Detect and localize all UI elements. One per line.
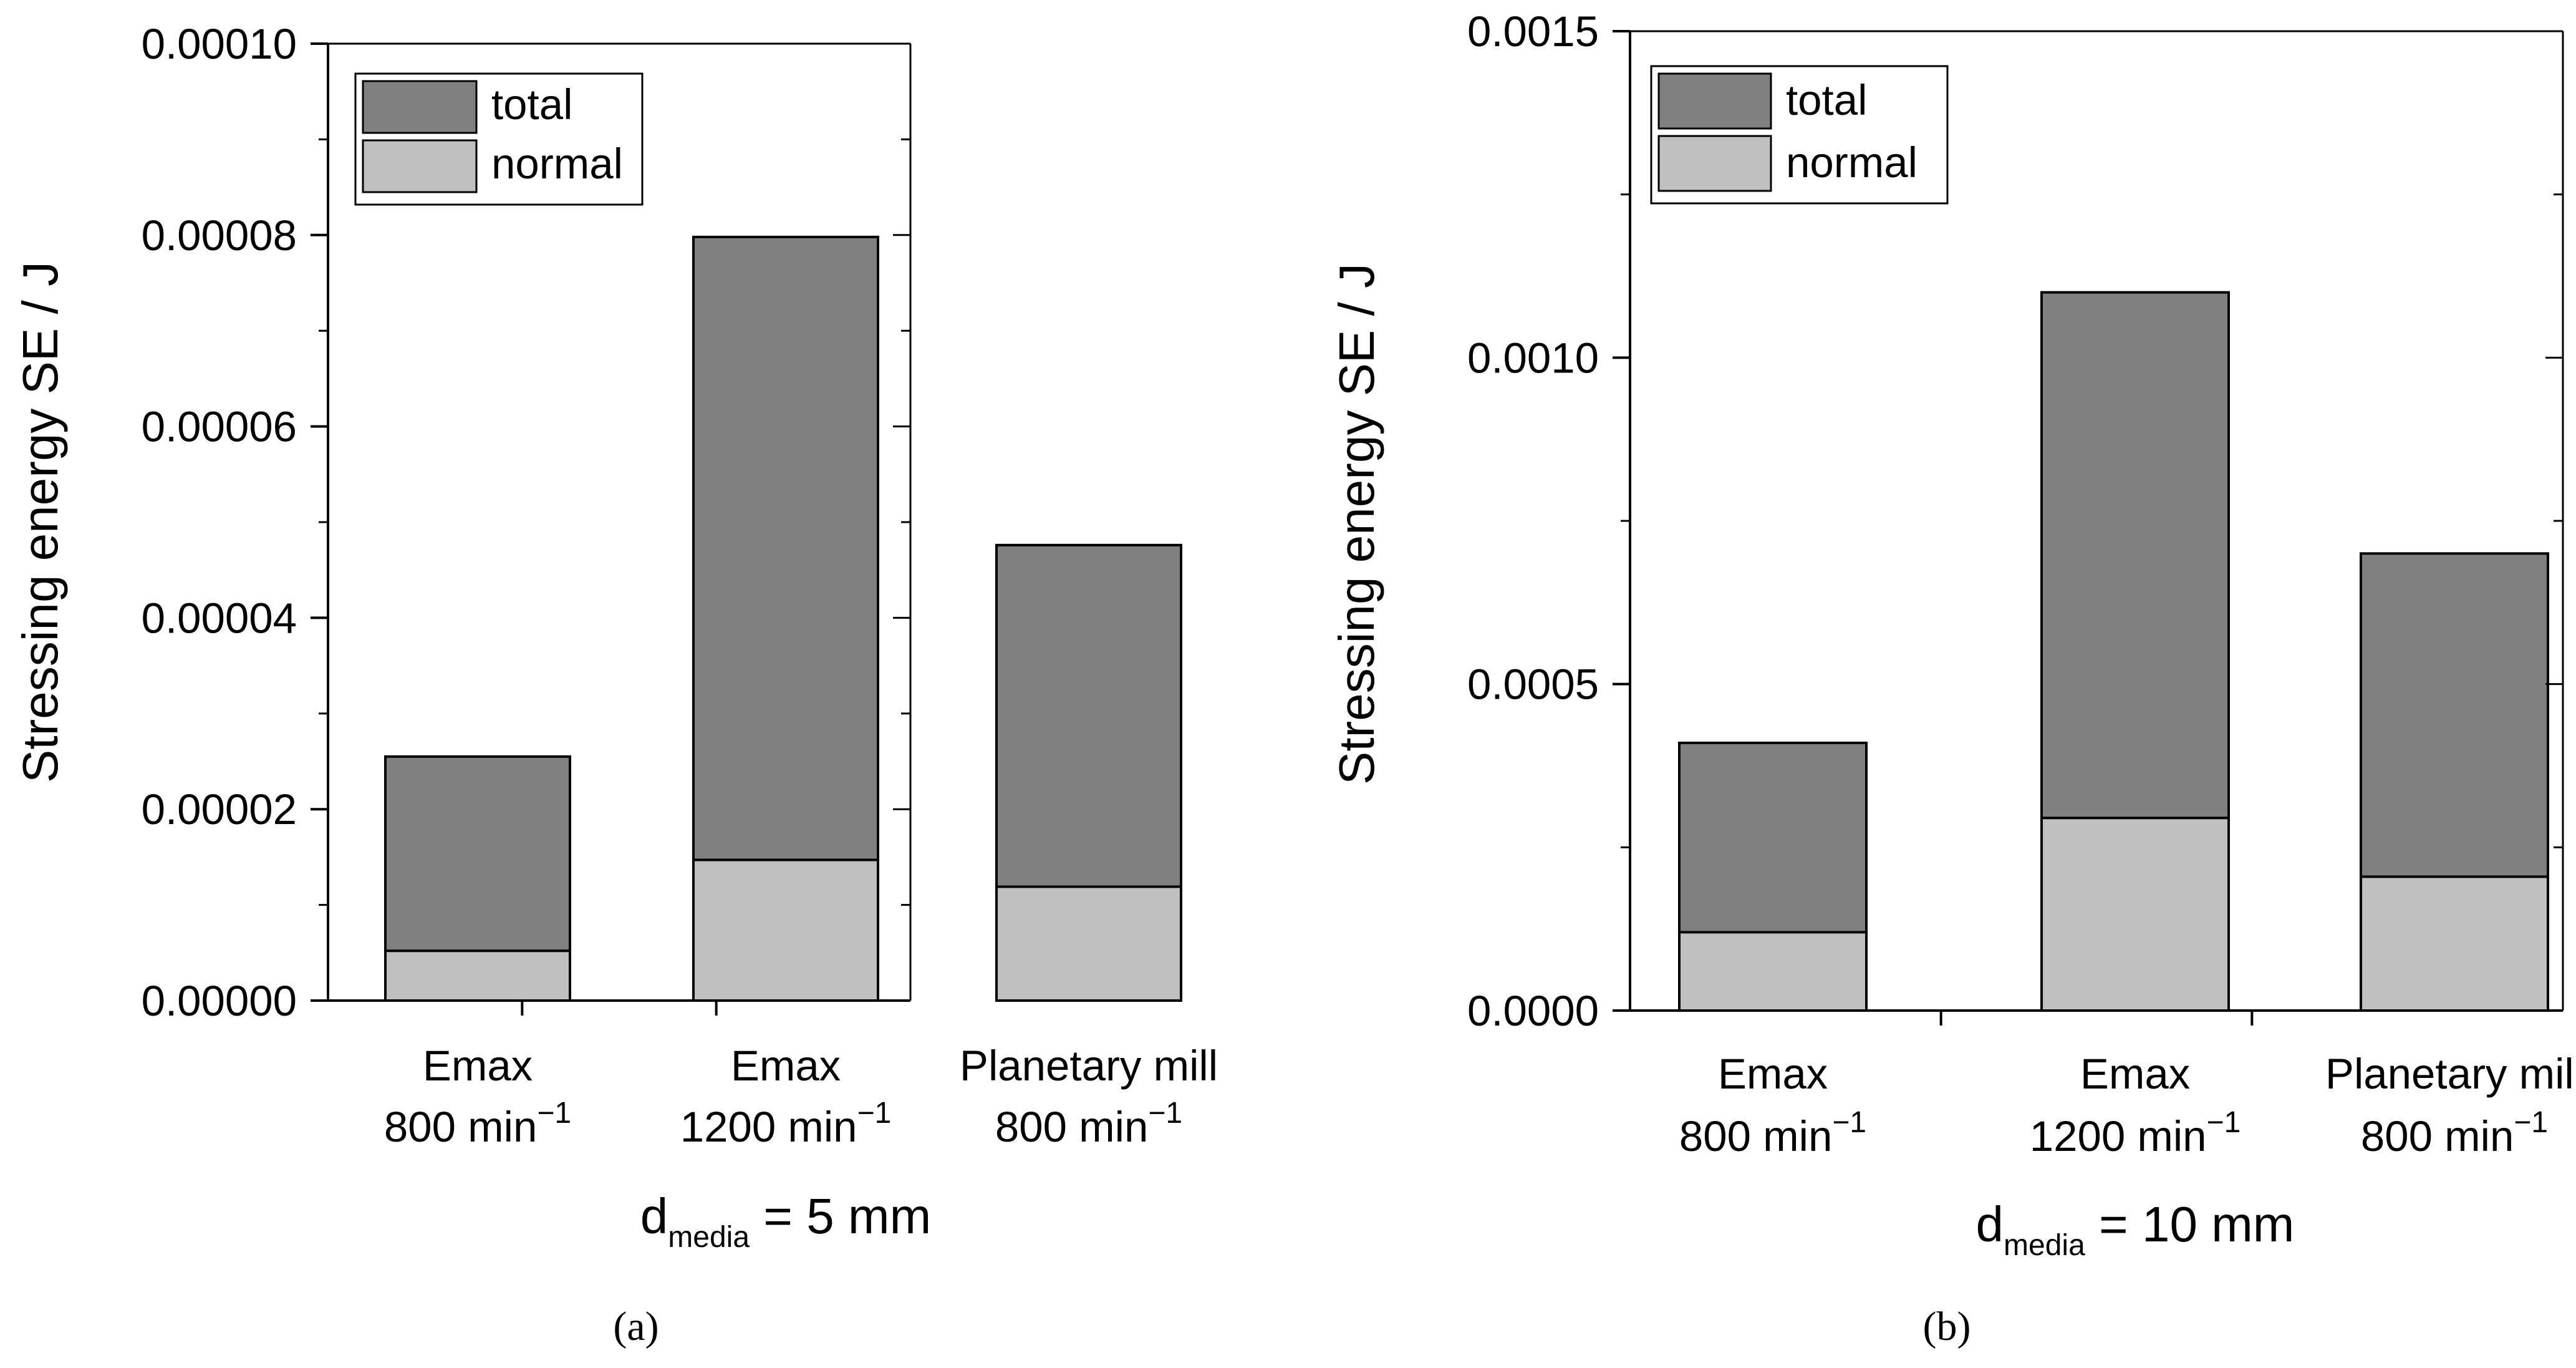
legend-swatch-total: [1657, 72, 1772, 130]
y-tick-label: 0.0000: [1467, 987, 1599, 1035]
x-axis-title: dmedia = 5 mm: [640, 1188, 931, 1254]
category-label-line2: 1200 min−1: [2030, 1106, 2241, 1160]
legend-swatch-total: [362, 80, 478, 134]
bar-normal-2: [692, 858, 879, 1002]
y-tick-label: 0.00010: [142, 20, 297, 68]
category-label-line1: Emax: [2080, 1050, 2190, 1098]
y-tick-label: 0.00002: [142, 785, 297, 833]
category-label-line2: 1200 min−1: [680, 1097, 892, 1151]
category-label-line2: 800 min−1: [384, 1097, 571, 1151]
x-axis-title-rest: = 5 mm: [750, 1188, 931, 1244]
bar-normal-2: [2040, 817, 2230, 1012]
panel-label: (b): [1923, 1304, 1971, 1349]
category-label-exponent: −1: [1148, 1097, 1182, 1130]
category-label-line2: 800 min−1: [2361, 1106, 2548, 1160]
legend-label-normal: normal: [491, 140, 623, 188]
legend-label-total: total: [491, 80, 572, 129]
category-label-line1: Emax: [731, 1042, 841, 1090]
y-axis-title: Stressing energy SE / J: [12, 261, 68, 783]
panel-label: (a): [613, 1304, 658, 1349]
bar-normal-3: [2360, 875, 2549, 1012]
category-label-line1: Emax: [1718, 1050, 1828, 1098]
bar-normal-3: [995, 885, 1182, 1002]
legend: total normal: [1650, 65, 1949, 205]
category-label-rate: 800 min: [2361, 1112, 2514, 1160]
y-tick-label: 0.00006: [142, 403, 297, 451]
category-label-exponent: −1: [857, 1097, 892, 1130]
bar-normal-1: [384, 949, 571, 1002]
category-label-rate: 1200 min: [680, 1103, 857, 1151]
x-axis-title-subscript: media: [668, 1221, 750, 1254]
y-tick-label: 0.00000: [142, 977, 297, 1025]
x-axis-title-main: d: [640, 1188, 668, 1244]
category-label-exponent: −1: [2514, 1106, 2548, 1139]
y-tick-label: 0.00008: [142, 211, 297, 260]
chart-panel-a: 0.00000 0.00002 0.00004 0.00006 0.00008 0.000…: [12, 20, 1218, 1349]
legend-label-total: total: [1786, 76, 1867, 124]
category-label-rate: 1200 min: [2030, 1112, 2207, 1160]
category-label-rate: 800 min: [995, 1103, 1148, 1151]
category-label-exponent: −1: [537, 1097, 571, 1130]
x-axis-title-rest: = 10 mm: [2085, 1196, 2295, 1252]
y-tick-label: 0.0005: [1467, 661, 1599, 709]
category-label-line2: 800 min−1: [1679, 1106, 1866, 1160]
legend: total normal: [354, 72, 644, 206]
category-label-line2: 800 min−1: [995, 1097, 1182, 1151]
category-label-line1: Planetary mill: [960, 1042, 1218, 1090]
x-axis-title: dmedia = 10 mm: [1976, 1196, 2295, 1262]
y-tick-label: 0.0015: [1467, 7, 1599, 56]
category-label-exponent: −1: [1832, 1106, 1866, 1139]
y-axis-title: Stressing energy SE / J: [1329, 263, 1384, 785]
bar-normal-1: [1678, 931, 1868, 1012]
legend-label-normal: normal: [1786, 138, 1918, 187]
x-axis-title-main: d: [1976, 1196, 2004, 1252]
category-label-exponent: −1: [2207, 1106, 2241, 1139]
category-label-rate: 800 min: [1679, 1112, 1832, 1160]
legend-swatch-normal: [1657, 135, 1772, 192]
legend-swatch-normal: [362, 139, 478, 193]
category-label-line1: Emax: [423, 1042, 533, 1090]
y-tick-label: 0.0010: [1467, 334, 1599, 382]
category-label-line1: Planetary mill: [2325, 1050, 2576, 1098]
category-label-rate: 800 min: [384, 1103, 537, 1151]
y-tick-label: 0.00004: [142, 594, 297, 642]
x-axis-title-subscript: media: [2004, 1229, 2085, 1262]
